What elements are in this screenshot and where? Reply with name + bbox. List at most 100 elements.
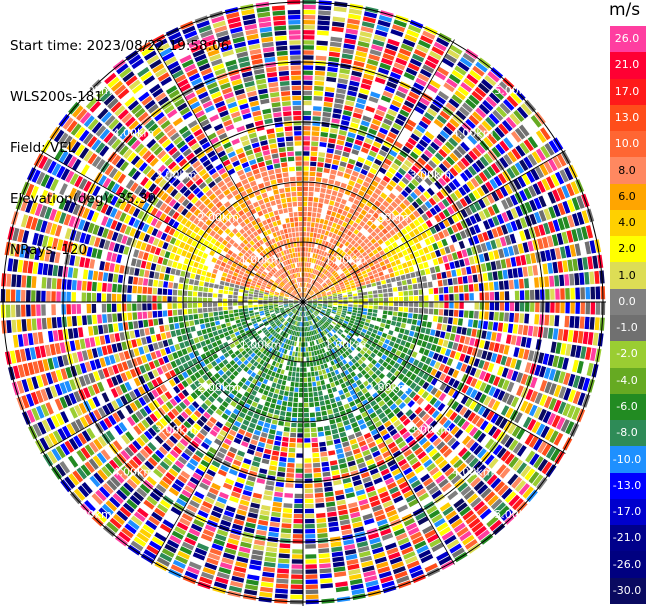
- range-gate: [418, 333, 425, 340]
- range-gate: [304, 402, 309, 408]
- range-gate: [491, 228, 499, 238]
- range-gate: [407, 137, 417, 146]
- range-gate: [313, 258, 317, 264]
- range-gate: [482, 272, 488, 282]
- range-gate: [478, 393, 487, 404]
- range-gate: [478, 222, 486, 232]
- range-gate: [448, 98, 460, 109]
- range-gate: [276, 573, 289, 579]
- range-gate: [492, 216, 500, 226]
- range-gate: [309, 257, 312, 263]
- range-gate: [488, 341, 495, 351]
- range-gate: [314, 281, 318, 286]
- range-gate: [418, 263, 424, 270]
- range-gate: [342, 194, 349, 201]
- range-gate: [533, 225, 541, 238]
- range-gate: [496, 201, 505, 212]
- range-gate: [305, 584, 318, 590]
- range-gate: [394, 118, 405, 127]
- range-gate: [494, 291, 500, 301]
- range-gate: [334, 316, 340, 320]
- range-gate: [340, 232, 346, 239]
- range-gate: [337, 309, 342, 312]
- range-gate: [312, 212, 317, 218]
- range-gate: [339, 281, 344, 286]
- range-gate: [318, 279, 323, 284]
- range-gate: [330, 314, 335, 318]
- range-gate: [425, 357, 432, 365]
- range-gate: [322, 224, 327, 230]
- range-gate: [552, 204, 561, 217]
- range-gate: [370, 278, 376, 284]
- range-gate: [415, 197, 424, 206]
- range-gate: [315, 60, 326, 66]
- range-gate: [456, 145, 467, 156]
- range-gate: [310, 366, 314, 372]
- range-gate: [411, 278, 417, 284]
- range-gate: [357, 231, 363, 238]
- range-gate: [595, 286, 601, 300]
- range-gate: [458, 106, 470, 117]
- range-gate: [341, 245, 347, 251]
- range-gate: [481, 78, 494, 91]
- range-gate: [310, 252, 313, 258]
- range-gate: [562, 260, 569, 273]
- range-gate: [356, 178, 364, 185]
- range-gate: [364, 264, 370, 270]
- range-gate: [540, 339, 547, 351]
- range-gate: [314, 482, 323, 488]
- range-gate: [341, 288, 347, 292]
- range-gate: [278, 420, 284, 426]
- range-gate: [325, 312, 330, 316]
- range-gate: [326, 71, 338, 78]
- range-gate: [303, 357, 307, 362]
- range-gate: [349, 80, 360, 87]
- range-gate: [370, 238, 377, 245]
- range-gate: [511, 148, 522, 160]
- range-gate: [370, 231, 377, 238]
- range-gate: [310, 292, 315, 296]
- range-gate: [425, 328, 431, 335]
- range-gate: [448, 377, 456, 387]
- range-gate: [360, 228, 366, 234]
- range-gate: [424, 238, 431, 246]
- range-gate: [309, 166, 316, 172]
- range-gate: [383, 247, 390, 254]
- range-gate: [308, 290, 312, 295]
- range-gate: [499, 418, 508, 429]
- range-gate: [469, 302, 474, 310]
- range-gate: [293, 392, 299, 398]
- range-gate: [510, 358, 517, 369]
- range-gate: [325, 86, 335, 93]
- range-gate: [361, 285, 367, 289]
- range-gate: [316, 294, 322, 297]
- range-gate: [343, 253, 349, 259]
- range-gate: [586, 362, 594, 377]
- range-gate: [425, 229, 433, 237]
- range-gate: [466, 266, 472, 275]
- range-gate: [319, 137, 328, 143]
- range-gate: [341, 239, 347, 245]
- range-gate: [359, 267, 365, 272]
- range-gate: [303, 115, 311, 121]
- range-gate: [518, 414, 528, 426]
- range-gate: [347, 309, 353, 312]
- range-gate: [284, 421, 291, 427]
- range-gate: [304, 277, 306, 282]
- range-gate: [328, 232, 333, 238]
- range-gate: [398, 167, 407, 176]
- range-gate: [368, 128, 378, 136]
- range-gate: [322, 203, 328, 210]
- range-gate: [392, 188, 400, 196]
- range-gate: [321, 410, 327, 416]
- range-gate: [413, 82, 425, 91]
- range-gate: [516, 428, 526, 440]
- range-gate: [305, 528, 316, 534]
- range-gate: [411, 165, 420, 174]
- range-gate: [387, 131, 397, 140]
- range-gate: [571, 229, 579, 242]
- range-gate: [283, 498, 293, 503]
- range-gate: [327, 242, 332, 248]
- range-gate: [395, 350, 402, 357]
- range-gate: [333, 318, 339, 322]
